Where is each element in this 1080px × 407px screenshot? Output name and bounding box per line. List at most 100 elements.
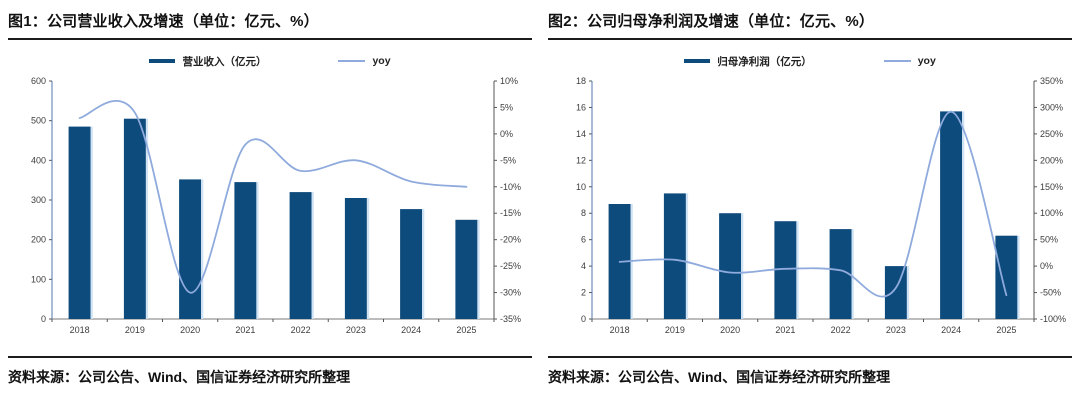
x-axis: 2018 2019 2020 2021 2022 2023 2024 2025 bbox=[591, 318, 1035, 335]
bar-edge bbox=[906, 266, 910, 319]
svg-text:2021: 2021 bbox=[235, 325, 255, 335]
svg-text:0%: 0% bbox=[1040, 261, 1053, 271]
svg-text:2023: 2023 bbox=[886, 325, 906, 335]
svg-text:350%: 350% bbox=[1040, 76, 1063, 86]
svg-text:-50%: -50% bbox=[1040, 288, 1061, 298]
line-series-swatch-icon bbox=[338, 60, 366, 62]
svg-text:200: 200 bbox=[31, 235, 46, 245]
svg-text:2018: 2018 bbox=[70, 325, 90, 335]
bar-edge bbox=[1017, 235, 1020, 319]
bar bbox=[344, 198, 367, 319]
bar bbox=[179, 179, 202, 319]
bar-edge bbox=[796, 221, 799, 319]
bar bbox=[774, 221, 797, 319]
svg-text:6: 6 bbox=[581, 235, 586, 245]
figure-title: 图1：公司营业收入及增速（单位：亿元、%） bbox=[8, 6, 532, 40]
bar-edge bbox=[477, 219, 480, 319]
bar bbox=[123, 118, 146, 319]
bar-edge bbox=[90, 126, 93, 319]
svg-text:200%: 200% bbox=[1040, 155, 1063, 165]
svg-text:18: 18 bbox=[576, 76, 586, 86]
bar-edge bbox=[366, 198, 370, 319]
svg-text:-35%: -35% bbox=[500, 314, 521, 324]
svg-text:100%: 100% bbox=[1040, 208, 1063, 218]
legend-yoy-label: yoy bbox=[917, 55, 936, 67]
legend-item-bar: 营业收入（亿元） bbox=[149, 54, 266, 69]
svg-text:8: 8 bbox=[581, 208, 586, 218]
bar-edge bbox=[685, 193, 689, 319]
legend-item-bar: 归母净利润（亿元） bbox=[684, 54, 812, 69]
bar bbox=[289, 192, 312, 319]
svg-text:-30%: -30% bbox=[500, 288, 521, 298]
svg-text:-100%: -100% bbox=[1040, 314, 1066, 324]
bar-edge bbox=[422, 209, 425, 319]
svg-text:2022: 2022 bbox=[831, 325, 851, 335]
right-axis: -100% -50% 0% 50% 100% 150% 200% 250% 300% 350% bbox=[1033, 76, 1066, 324]
source-note: 资料来源：公司公告、Wind、国信证券经济研究所整理 bbox=[548, 356, 1072, 393]
svg-text:-5%: -5% bbox=[500, 155, 516, 165]
svg-text:250%: 250% bbox=[1040, 129, 1063, 139]
svg-text:-20%: -20% bbox=[500, 235, 521, 245]
bar bbox=[234, 182, 257, 319]
bar-edge bbox=[145, 118, 149, 319]
svg-text:100: 100 bbox=[31, 274, 46, 284]
bar bbox=[455, 219, 478, 319]
svg-text:2024: 2024 bbox=[941, 325, 961, 335]
bar-edge bbox=[256, 182, 259, 319]
bar-edge bbox=[851, 229, 854, 319]
svg-text:2019: 2019 bbox=[665, 325, 685, 335]
legend-yoy-label: yoy bbox=[372, 55, 391, 67]
legend-bar-label: 归母净利润（亿元） bbox=[717, 55, 812, 68]
svg-text:150%: 150% bbox=[1040, 182, 1063, 192]
bar-edge bbox=[201, 179, 204, 319]
bar bbox=[719, 213, 742, 319]
svg-text:2025: 2025 bbox=[996, 325, 1016, 335]
figure-panel-net-profit: 图2：公司归母净利润及增速（单位：亿元、%） 归母净利润（亿元） yoy 0 2 4… bbox=[548, 6, 1072, 393]
bar bbox=[940, 111, 963, 320]
legend: 营业收入（亿元） yoy bbox=[8, 49, 532, 73]
right-axis: -35% -30% -25% -20% -15% -10% -5% 0% 5% 10% bbox=[493, 76, 521, 324]
svg-text:0: 0 bbox=[41, 314, 46, 324]
figure-title: 图2：公司归母净利润及增速（单位：亿元、%） bbox=[548, 6, 1072, 40]
svg-text:-10%: -10% bbox=[500, 182, 521, 192]
svg-text:2018: 2018 bbox=[610, 325, 630, 335]
bar-edge bbox=[962, 111, 965, 320]
svg-text:2022: 2022 bbox=[291, 325, 311, 335]
bars bbox=[608, 111, 1020, 320]
svg-text:400: 400 bbox=[31, 155, 46, 165]
svg-text:2020: 2020 bbox=[720, 325, 740, 335]
line-series-swatch-icon bbox=[883, 60, 911, 62]
yoy-line bbox=[78, 99, 468, 294]
svg-text:300: 300 bbox=[31, 195, 46, 205]
bar bbox=[400, 209, 423, 319]
svg-text:10: 10 bbox=[576, 182, 586, 192]
bar bbox=[995, 235, 1018, 319]
legend-item-yoy: yoy bbox=[883, 55, 936, 67]
bar bbox=[829, 229, 852, 319]
svg-text:300%: 300% bbox=[1040, 102, 1063, 112]
bar-edge bbox=[311, 192, 314, 319]
x-axis: 2018 2019 2020 2021 2022 2023 2024 2025 bbox=[51, 318, 495, 335]
svg-text:2019: 2019 bbox=[125, 325, 145, 335]
legend: 归母净利润（亿元） yoy bbox=[548, 49, 1072, 73]
svg-text:500: 500 bbox=[31, 116, 46, 126]
bar bbox=[663, 193, 686, 319]
svg-text:0%: 0% bbox=[500, 129, 513, 139]
svg-text:4: 4 bbox=[581, 261, 586, 271]
bars bbox=[68, 118, 480, 319]
left-axis: 0 2 4 6 8 10 12 14 16 18 bbox=[576, 76, 593, 324]
svg-text:2021: 2021 bbox=[775, 325, 795, 335]
bar bbox=[884, 266, 907, 319]
svg-text:10%: 10% bbox=[500, 76, 518, 86]
bar-series-swatch-icon bbox=[684, 58, 711, 64]
revenue-chart: 0100200300400500600-35%-30%-25%-20%-15%-… bbox=[31, 76, 521, 335]
svg-text:2020: 2020 bbox=[180, 325, 200, 335]
svg-text:2025: 2025 bbox=[456, 325, 476, 335]
legend-bar-label: 营业收入（亿元） bbox=[182, 55, 267, 68]
svg-text:-25%: -25% bbox=[500, 261, 521, 271]
svg-text:14: 14 bbox=[576, 129, 586, 139]
svg-text:600: 600 bbox=[31, 76, 46, 86]
left-axis: 0 100 200 300 400 500 600 bbox=[31, 76, 53, 324]
svg-text:5%: 5% bbox=[500, 102, 513, 112]
svg-text:12: 12 bbox=[576, 155, 586, 165]
